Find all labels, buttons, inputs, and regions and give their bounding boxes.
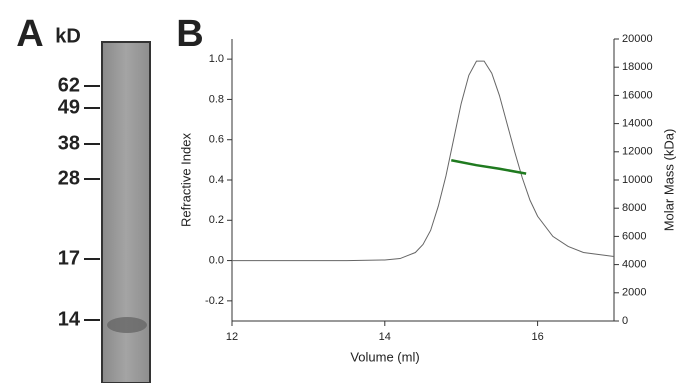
data-line <box>451 160 526 173</box>
marker-label: 49 <box>58 96 80 118</box>
y2-tick-label: 6000 <box>622 230 646 242</box>
marker-label: 14 <box>58 308 81 330</box>
x-tick-label: 16 <box>531 331 543 343</box>
y-tick-label: 0.2 <box>209 214 224 226</box>
y2-tick-label: 20000 <box>622 33 653 45</box>
panel-label: A <box>16 13 43 55</box>
y-tick-label: -0.2 <box>205 295 224 307</box>
marker-label: 38 <box>58 132 80 154</box>
y2-tick-label: 18000 <box>622 61 653 73</box>
y-tick-label: 1.0 <box>209 53 224 65</box>
page: A kD B Volume (ml) Refractive Index Mola… <box>0 0 676 383</box>
y2-axis-label: Molar Mass (kDa) <box>661 129 676 232</box>
y2-tick-label: 8000 <box>622 202 646 214</box>
y-tick-label: 0.4 <box>209 174 224 186</box>
y2-tick-label: 14000 <box>622 118 653 130</box>
y2-tick-label: 2000 <box>622 287 646 299</box>
x-tick-label: 12 <box>226 331 238 343</box>
y2-tick-label: 0 <box>622 315 628 327</box>
y2-tick-label: 12000 <box>622 146 653 158</box>
figure: A kD B Volume (ml) Refractive Index Mola… <box>0 0 676 383</box>
unit-label: kD <box>55 25 81 47</box>
y-axis-label: Refractive Index <box>178 133 193 227</box>
x-tick-label: 14 <box>379 331 391 343</box>
y2-tick-label: 4000 <box>622 259 646 271</box>
marker-label: 62 <box>58 74 80 96</box>
panel-label: B <box>176 13 203 55</box>
data-line <box>232 61 614 260</box>
x-axis-label: Volume (ml) <box>350 349 419 364</box>
y2-tick-label: 10000 <box>622 174 653 186</box>
y2-tick-label: 16000 <box>622 89 653 101</box>
y-tick-label: 0.0 <box>209 254 224 266</box>
marker-label: 28 <box>58 167 80 189</box>
y-tick-label: 0.6 <box>209 134 224 146</box>
marker-label: 17 <box>58 247 80 269</box>
gel-band <box>107 317 147 333</box>
y-tick-label: 0.8 <box>209 93 224 105</box>
